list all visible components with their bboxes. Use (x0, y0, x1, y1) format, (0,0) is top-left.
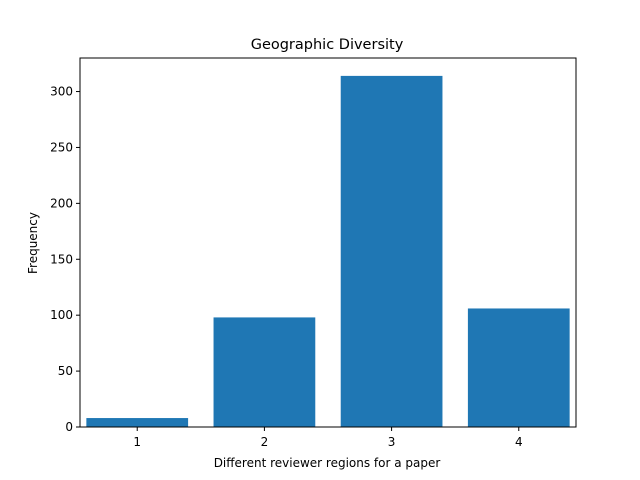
y-axis-label: Frequency (26, 212, 40, 274)
bar-4 (467, 308, 570, 427)
x-tick-label: 3 (388, 435, 396, 449)
y-tick-label: 200 (50, 196, 73, 210)
y-tick-label: 150 (50, 252, 73, 266)
y-tick-label: 0 (65, 420, 73, 434)
bar-3 (340, 75, 443, 428)
bar-2 (213, 317, 316, 427)
y-tick-label: 250 (50, 140, 73, 154)
x-tick-label: 4 (515, 435, 523, 449)
plot-frame (79, 57, 577, 428)
y-tick-label: 100 (50, 308, 73, 322)
y-tick-label: 50 (58, 364, 73, 378)
bars-layer (86, 75, 570, 428)
bar-1 (86, 418, 189, 427)
y-tick-label: 300 (50, 85, 73, 99)
x-axis-label: Different reviewer regions for a paper (214, 456, 441, 470)
chart-title: Geographic Diversity (251, 37, 404, 53)
x-tick-label: 1 (133, 435, 141, 449)
axes-layer: 0 50 100 150 200 250 300 1 2 3 4 (50, 57, 577, 449)
x-tick-label: 2 (261, 435, 269, 449)
